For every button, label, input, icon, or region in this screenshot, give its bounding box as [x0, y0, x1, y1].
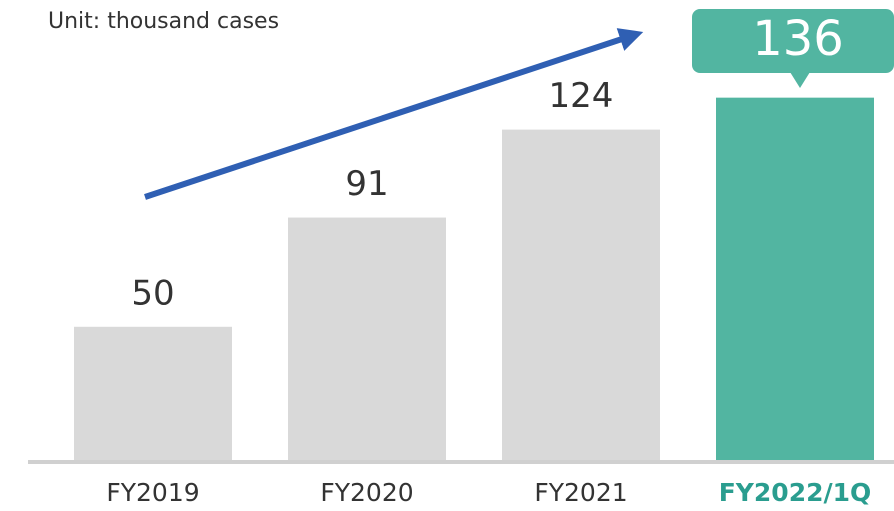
value-label: 124	[549, 76, 614, 116]
value-label: 91	[345, 164, 388, 204]
bar	[74, 326, 232, 460]
trend-arrow	[144, 28, 644, 200]
x-tick-label: FY2020	[320, 478, 413, 507]
callout-pointer	[790, 72, 810, 88]
x-tick-label: FY2022/1Q	[719, 478, 872, 507]
bar	[716, 97, 874, 461]
value-label: 50	[131, 273, 174, 313]
bar	[288, 217, 446, 460]
x-tick-label: FY2021	[534, 478, 627, 507]
callout-box	[692, 9, 894, 73]
bar	[502, 129, 660, 460]
x-tick-label: FY2019	[106, 478, 199, 507]
subtitle: Unit: thousand cases	[48, 9, 279, 34]
value-label: 136	[752, 11, 844, 67]
